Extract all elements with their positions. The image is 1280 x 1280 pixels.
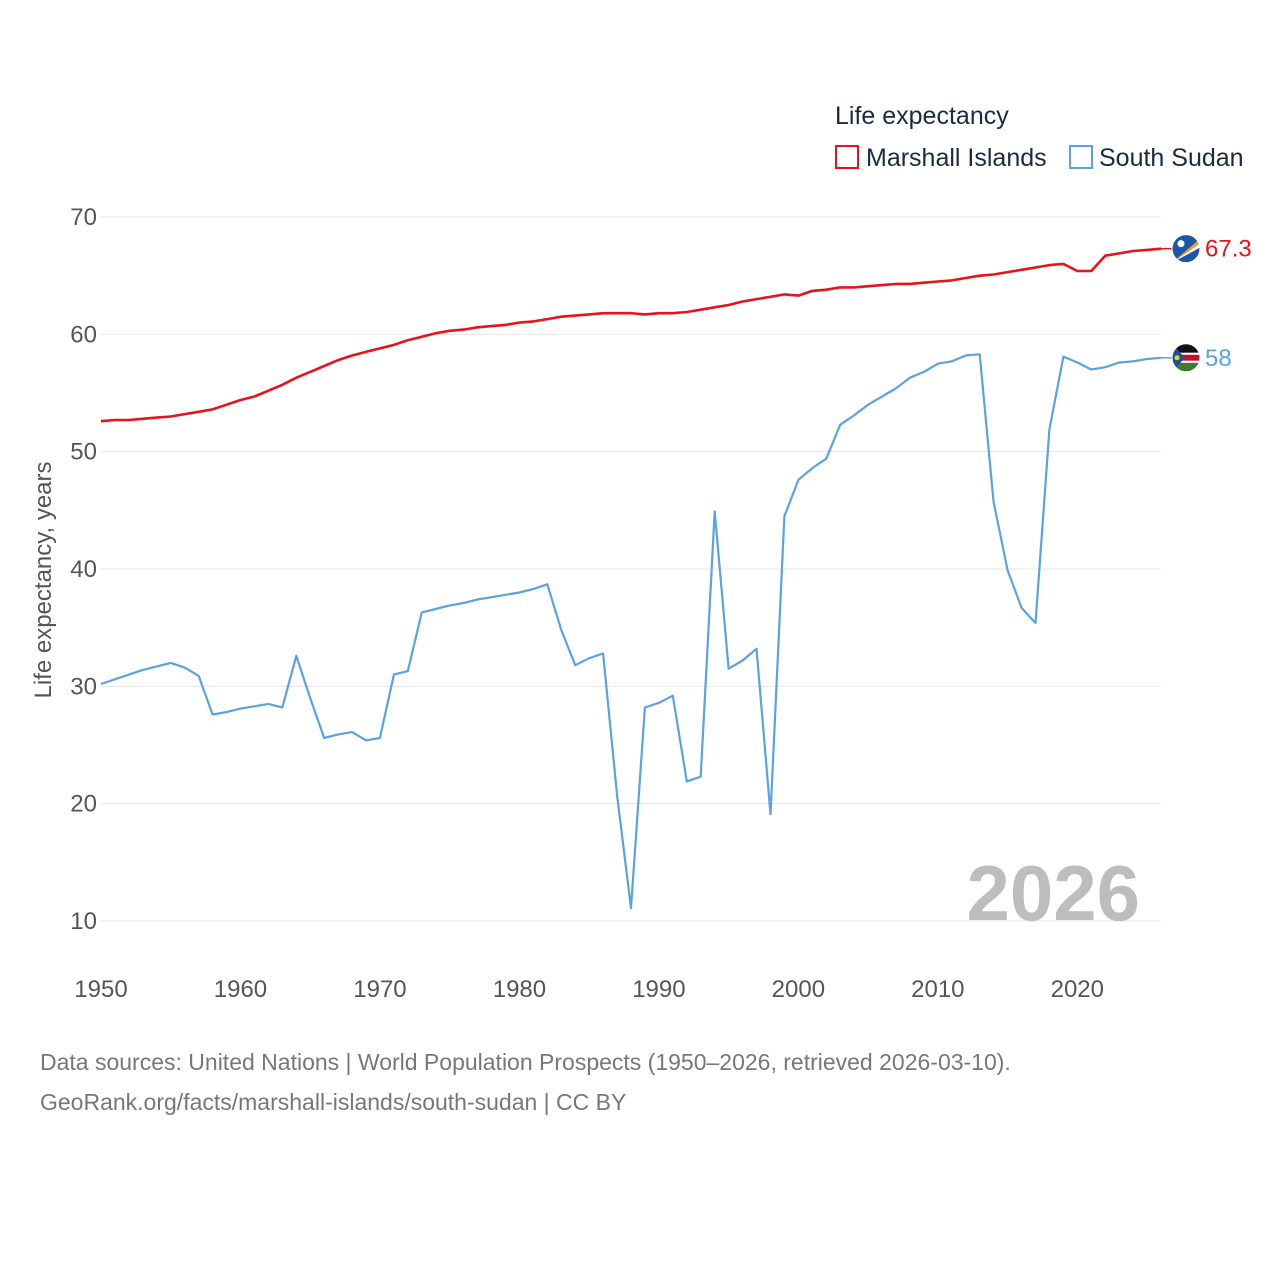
- y-tick-label-60: 60: [70, 321, 97, 348]
- y-tick-label-70: 70: [70, 204, 97, 231]
- y-axis-title: Life expectancy, years: [30, 461, 57, 698]
- x-tick-label-1990: 1990: [632, 976, 685, 1003]
- series-line-south-sudan: [100, 353, 1162, 910]
- x-tick-label-2010: 2010: [911, 976, 964, 1003]
- source-line-1: Data sources: United Nations | World Pop…: [40, 1049, 1011, 1075]
- legend-item-marshall-islands[interactable]: Marshall Islands: [835, 144, 1047, 172]
- x-tick-label-1950: 1950: [74, 976, 127, 1003]
- x-tick-label-2020: 2020: [1051, 976, 1104, 1003]
- legend-swatch-south-sudan: [1069, 145, 1093, 169]
- y-tick-label-40: 40: [70, 556, 97, 583]
- marshall-islands-flag-icon: [1171, 234, 1201, 264]
- legend-label-south-sudan: South Sudan: [1099, 144, 1244, 172]
- legend-item-south-sudan[interactable]: South Sudan: [1069, 144, 1244, 172]
- series-lines: [100, 247, 1162, 910]
- source-note: Data sources: United Nations | World Pop…: [40, 1042, 1011, 1122]
- x-axis-ticks: 1950 1960 1970 1980 1990 2000 2010 2020: [74, 976, 1104, 1003]
- y-tick-label-10: 10: [70, 908, 97, 935]
- legend-title: Life expectancy: [835, 102, 1009, 130]
- series-line-marshall-islands: [100, 247, 1162, 423]
- x-tick-label-2000: 2000: [772, 976, 825, 1003]
- legend: Life expectancy Marshall Islands South S…: [835, 102, 1244, 172]
- year-watermark: 2026: [966, 849, 1140, 937]
- legend-label-marshall-islands: Marshall Islands: [866, 144, 1047, 172]
- y-axis-ticks: 10 20 30 40 50 60 70: [70, 204, 97, 935]
- x-tick-label-1970: 1970: [353, 976, 406, 1003]
- source-line-2[interactable]: GeoRank.org/facts/marshall-islands/south…: [40, 1089, 627, 1115]
- y-tick-label-30: 30: [70, 673, 97, 700]
- x-tick-label-1980: 1980: [493, 976, 546, 1003]
- y-tick-label-50: 50: [70, 439, 97, 466]
- gridlines: [101, 216, 1161, 922]
- end-label-marshall-islands: 67.3: [1205, 236, 1252, 263]
- legend-swatch-marshall-islands: [835, 145, 859, 169]
- y-tick-label-20: 20: [70, 791, 97, 818]
- series-end-markers: 67.3 58: [1161, 234, 1252, 373]
- south-sudan-flag-icon: [1171, 343, 1201, 373]
- x-tick-label-1960: 1960: [214, 976, 267, 1003]
- end-label-south-sudan: 58: [1205, 345, 1232, 372]
